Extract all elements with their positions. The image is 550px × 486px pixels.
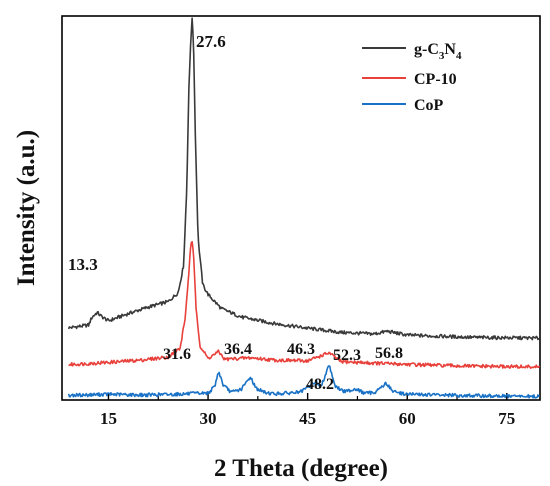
legend-label-cop: CoP [414, 97, 444, 114]
x-tick-label: 75 [498, 409, 515, 428]
peak-label-46.3: 46.3 [287, 341, 315, 358]
x-tick-label: 45 [299, 409, 316, 428]
x-tick-label: 30 [200, 409, 217, 428]
peak-label-13.3: 13.3 [68, 255, 98, 274]
x-axis-ticks: 15 30 45 60 75 [100, 393, 515, 428]
plot-frame [61, 15, 541, 401]
x-tick-label: 60 [399, 409, 416, 428]
legend: g-C3N4 CP-10 CoP [362, 41, 462, 114]
series-layer [67, 17, 541, 399]
series-line-cop [67, 365, 541, 399]
peak-label-36.4: 36.4 [224, 341, 252, 358]
peak-label-27.6: 27.6 [196, 32, 226, 51]
legend-label-g-c3n4: g-C3N4 [414, 41, 462, 62]
x-tick-label: 15 [100, 409, 117, 428]
peak-label-52.3: 52.3 [333, 347, 361, 364]
series-line-g-c3n4 [67, 17, 540, 341]
peak-label-56.8: 56.8 [375, 345, 403, 362]
y-axis-title: Intensity (a.u.) [13, 130, 40, 286]
legend-label-cp-10: CP-10 [414, 71, 457, 88]
series-line-cp-10 [68, 240, 541, 369]
peak-label-48.2: 48.2 [306, 376, 334, 393]
x-axis-title: 2 Theta (degree) [214, 455, 388, 482]
peak-label-31.6: 31.6 [163, 346, 191, 363]
